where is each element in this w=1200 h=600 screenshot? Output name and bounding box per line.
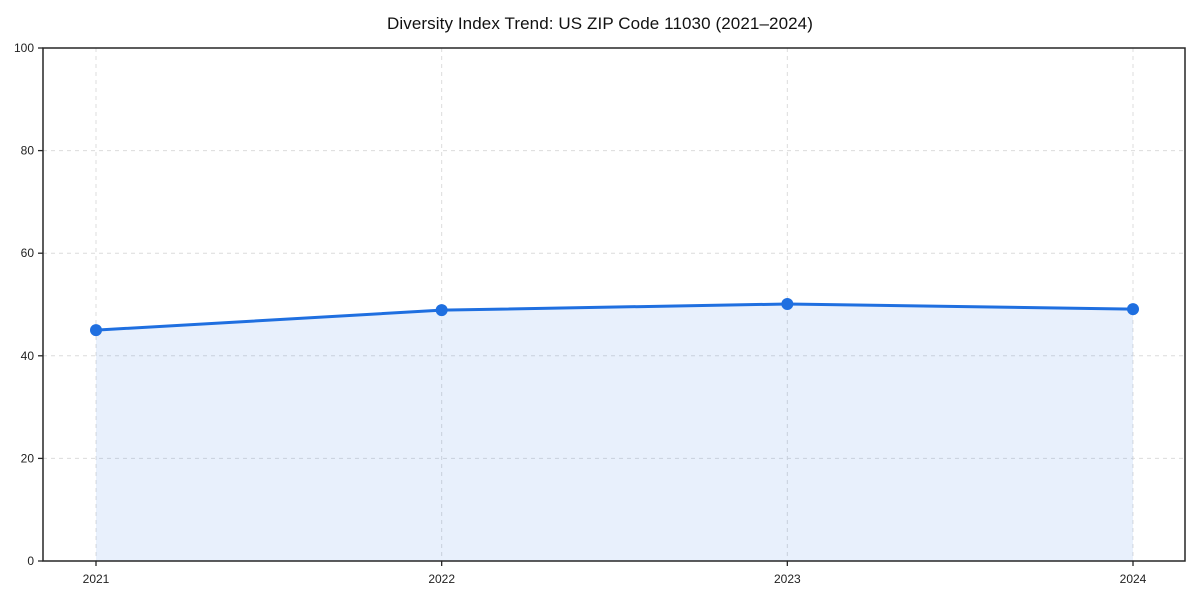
x-tick-label: 2023 [774, 572, 801, 586]
area-fill [96, 303, 1133, 561]
data-point-marker [1127, 303, 1139, 316]
trend-line [94, 302, 1135, 332]
data-point-marker [781, 297, 794, 310]
y-tick-label: 80 [21, 144, 35, 158]
y-tick-label: 100 [14, 41, 34, 55]
data-point-marker [435, 304, 448, 317]
axes-spines [42, 47, 1186, 562]
data-point-marker [90, 324, 102, 337]
y-tick-label: 40 [21, 349, 35, 363]
y-tick-label: 0 [27, 554, 34, 568]
chart-title: Diversity Index Trend: US ZIP Code 11030… [386, 14, 814, 33]
y-tick-label: 20 [21, 451, 35, 465]
x-tick-label: 2021 [83, 572, 110, 586]
x-tick-label: 2022 [428, 572, 455, 586]
y-tick-label: 60 [21, 246, 35, 260]
x-tick-label: 2024 [1120, 572, 1147, 586]
